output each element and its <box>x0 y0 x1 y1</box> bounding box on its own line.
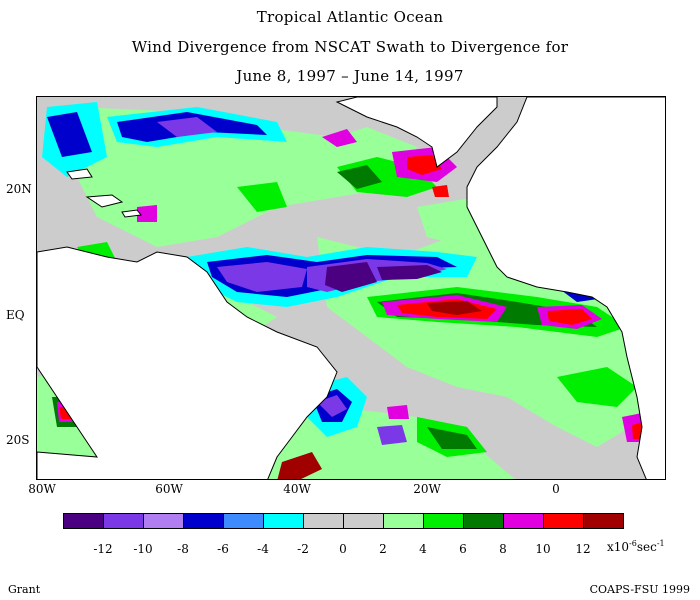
colorbar-swatch <box>223 513 264 529</box>
colorbar-swatch <box>383 513 424 529</box>
colorbar-tick-label: -8 <box>177 542 189 556</box>
dark-purple-convergence-patches <box>325 262 442 292</box>
footer-credit: COAPS-FSU 1999 <box>589 583 690 596</box>
divergence-map <box>36 96 666 480</box>
lon-label-40w: 40W <box>283 482 311 496</box>
colorbar-swatch <box>503 513 544 529</box>
colorbar-swatch <box>343 513 384 529</box>
colorbar-swatch <box>583 513 624 529</box>
map-subtitle: Wind Divergence from NSCAT Swath to Dive… <box>131 38 569 56</box>
colorbar-tick-label: -10 <box>133 542 153 556</box>
colorbar-tick-label: 6 <box>459 542 467 556</box>
lat-label-eq: EQ <box>6 308 25 322</box>
colorbar-tick-label: -12 <box>93 542 113 556</box>
map-title: Tropical Atlantic Ocean <box>256 8 444 26</box>
colorbar-unit: x10-6sec-1 <box>607 539 665 554</box>
colorbar-tick-label: 0 <box>339 542 347 556</box>
land-masses <box>37 97 665 479</box>
colorbar-swatch <box>543 513 584 529</box>
colorbar-tick-label: -2 <box>297 542 309 556</box>
lon-label-20w: 20W <box>413 482 441 496</box>
lat-label-20s: 20S <box>6 433 30 447</box>
colorbar-tick-label: 10 <box>535 542 551 556</box>
colorbar-tick-label: -4 <box>257 542 269 556</box>
lon-label-60w: 60W <box>155 482 183 496</box>
colorbar-swatch <box>463 513 504 529</box>
dark-red-divergence-patches <box>277 301 482 479</box>
north-america-land <box>335 97 498 168</box>
caribbean-islands <box>66 168 142 218</box>
colorbar-tick-label: 2 <box>379 542 387 556</box>
lat-label-20n: 20N <box>6 182 32 196</box>
map-svg <box>37 97 665 479</box>
colorbar-swatch <box>303 513 344 529</box>
lon-label-80w: 80W <box>28 482 56 496</box>
south-america-land <box>37 246 338 479</box>
colorbar-tick-label: 12 <box>575 542 591 556</box>
lon-label-0: 0 <box>552 482 560 496</box>
africa-land <box>466 97 665 479</box>
colorbar-swatch <box>103 513 144 529</box>
footer-author: Grant <box>8 583 41 596</box>
colorbar-swatch <box>423 513 464 529</box>
colorbar-swatch <box>263 513 304 529</box>
colorbar-tick-label: 4 <box>419 542 427 556</box>
colorbar-swatch <box>143 513 184 529</box>
colorbar-tick-label: 8 <box>499 542 507 556</box>
colorbar-swatch <box>183 513 224 529</box>
colorbar-swatch <box>63 513 104 529</box>
map-date-range: June 8, 1997 – June 14, 1997 <box>236 67 464 85</box>
colorbar-tick-label: -6 <box>217 542 229 556</box>
